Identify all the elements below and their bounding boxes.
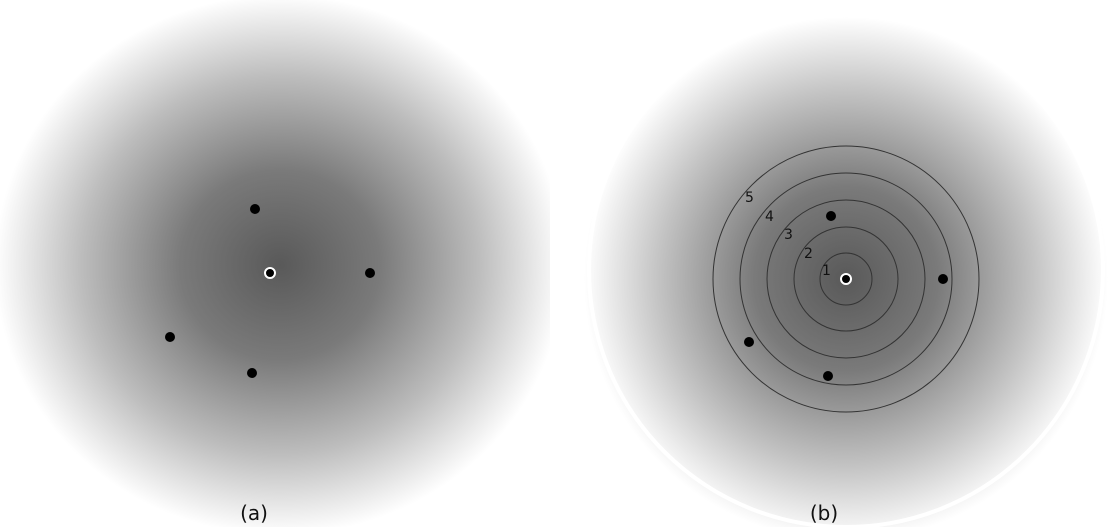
point-a-4 [247,368,257,378]
ring-5 [712,145,980,413]
point-a-1 [250,204,260,214]
center-point-a [264,267,276,279]
ring-1 [819,252,873,306]
density-gradient-b [584,17,1108,527]
ring-4 [739,172,953,386]
concentric-rings [712,145,980,413]
panel-a: (a) [0,0,550,527]
panel-a-canvas [0,0,550,527]
ring-label-5: 5 [745,190,754,206]
point-b-3 [744,337,754,347]
point-b-1 [826,211,836,221]
ring-3 [766,199,926,359]
point-b-4 [823,371,833,381]
outer-boundary-circle [587,11,1105,527]
point-b-2 [938,274,948,284]
ring-label-3: 3 [784,227,793,243]
panel-b-canvas: 1 2 3 4 5 [556,0,1112,527]
point-a-3 [165,332,175,342]
panel-b: 1 2 3 4 5 (b) [556,0,1112,527]
point-a-2 [365,268,375,278]
ring-label-2: 2 [804,246,813,262]
center-point-b [840,273,852,285]
ring-label-1: 1 [822,263,831,279]
density-gradient-a [0,0,550,527]
caption-b: (b) [809,501,839,525]
ring-label-4: 4 [765,209,774,225]
caption-a: (a) [240,501,268,525]
ring-2 [793,226,899,332]
